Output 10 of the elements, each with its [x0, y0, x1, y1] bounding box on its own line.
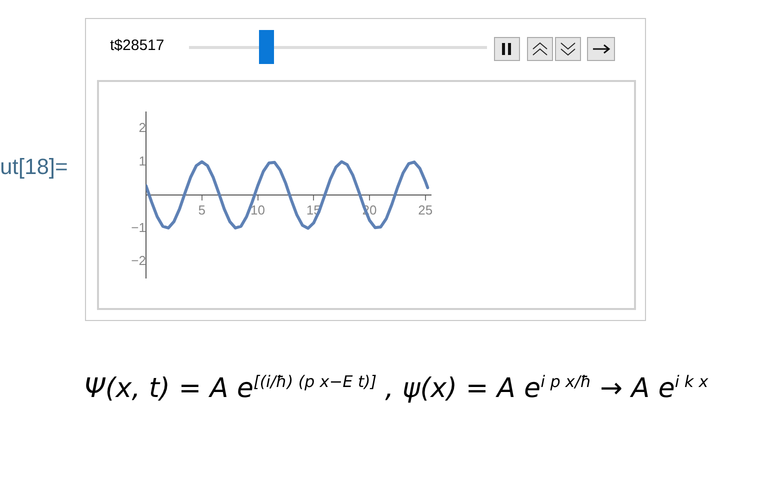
text: t$28517: [110, 37, 164, 54]
text: Ψ(x, t) = A e$^{[(i/ħ) (p x−E t)]}$ , ψ(x) = A e$^{i p x/ħ}$ → A e$^{i k x}$: [84, 372, 708, 404]
x-tick-label: 25: [418, 202, 433, 218]
y-tick-label: −2: [131, 253, 146, 268]
text: ut[18]=: [0, 154, 68, 180]
x-tick-label: 10: [250, 202, 265, 218]
y-tick-label: −1: [131, 220, 146, 235]
x-tick-label: 5: [198, 202, 206, 218]
y-tick-label: 2: [138, 120, 146, 136]
y-tick-label: 1: [138, 153, 146, 168]
